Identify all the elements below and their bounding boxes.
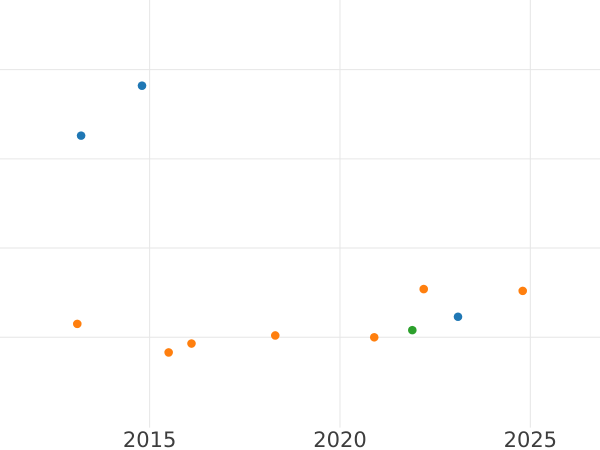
scatter-point-series-orange — [164, 348, 173, 357]
scatter-point-series-orange — [270, 331, 280, 340]
scatter-point-series-orange — [419, 284, 429, 294]
scatter-point-series-green — [408, 325, 417, 335]
scatter-point-series-blue — [76, 131, 86, 140]
scatter-point-series-orange — [187, 339, 196, 348]
scatter-point-series-blue — [137, 81, 147, 90]
scatter-point-series-orange — [72, 319, 82, 329]
scatter-point-series-blue — [453, 312, 463, 322]
x-tick-label: 2020 — [313, 428, 366, 450]
x-tick-label: 2025 — [504, 428, 557, 450]
scatter-point-series-orange — [518, 286, 528, 296]
scatter-point-series-orange — [369, 332, 379, 342]
x-tick-label: 2015 — [123, 428, 176, 450]
